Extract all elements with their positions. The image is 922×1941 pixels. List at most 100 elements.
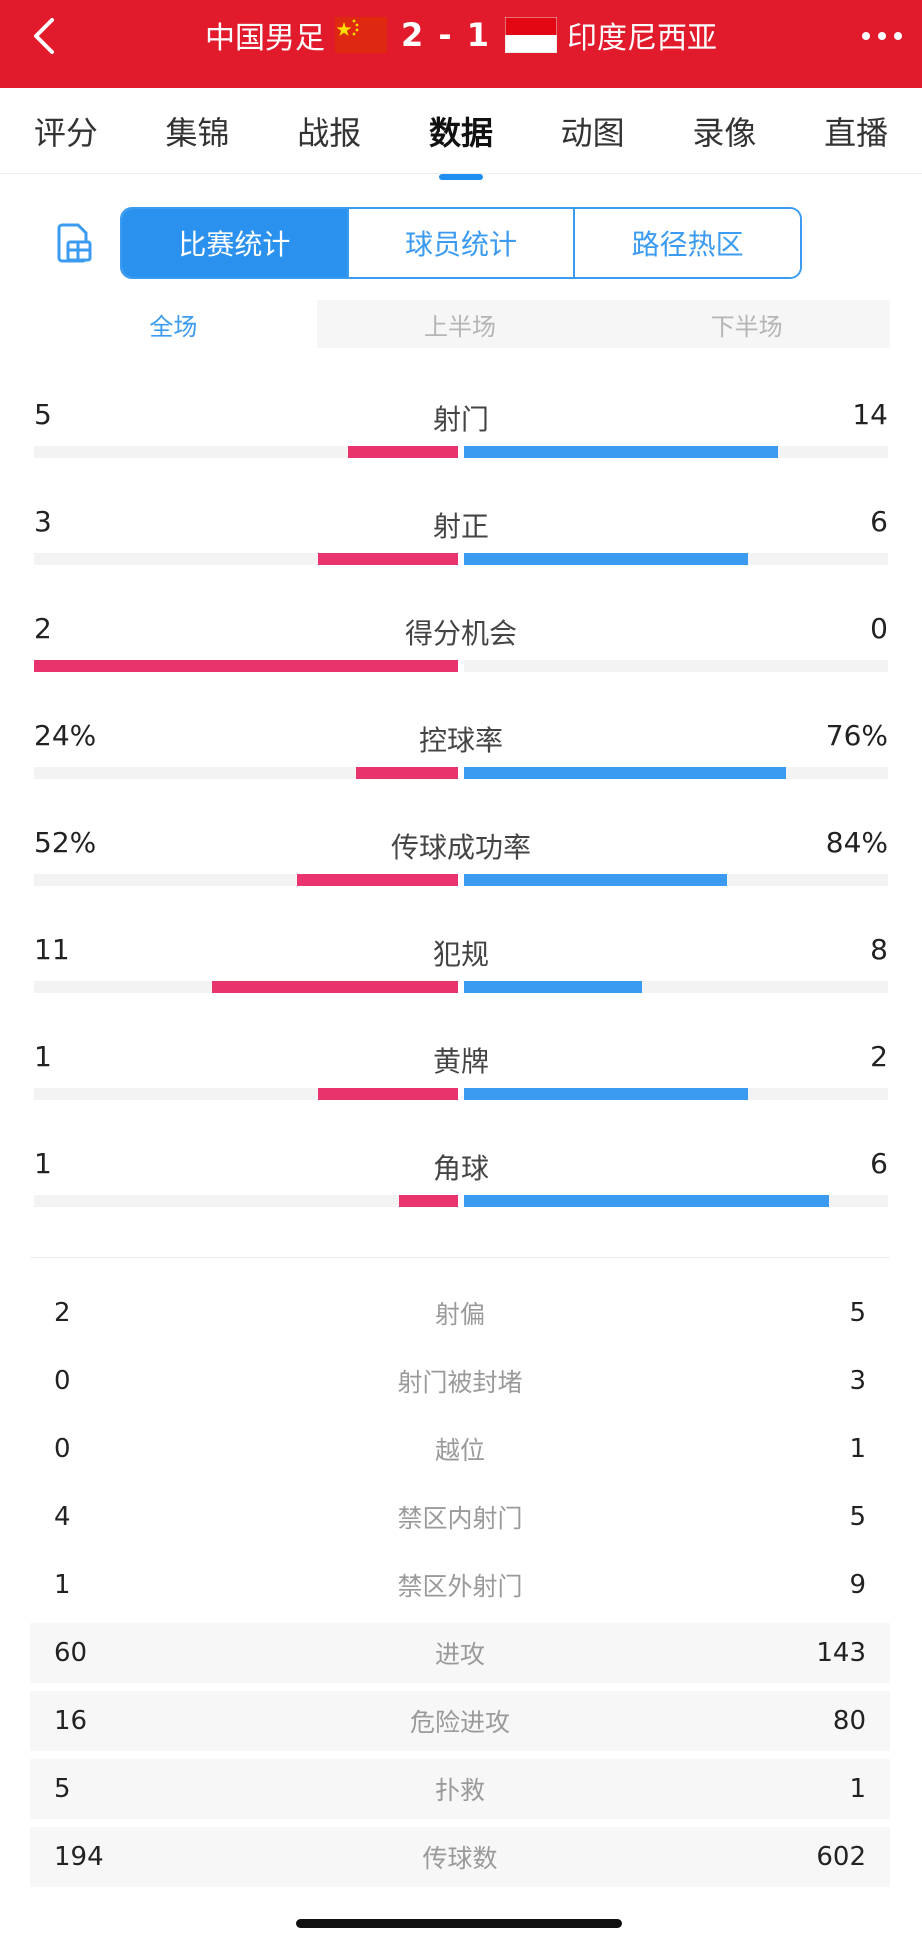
home-value: 1 bbox=[34, 1147, 52, 1180]
stat-label: 得分机会 bbox=[404, 617, 517, 650]
away-value: 6 bbox=[870, 505, 888, 538]
divider bbox=[30, 1257, 890, 1258]
home-team-name[interactable]: 中国男足 bbox=[204, 21, 325, 56]
away-value: 2 bbox=[870, 1040, 888, 1073]
tab-0[interactable]: 评分 bbox=[33, 113, 98, 152]
away-value: 3 bbox=[849, 1366, 866, 1396]
list-item: 0 射门被封堵 3 bbox=[30, 1351, 890, 1411]
stat-label: 扑救 bbox=[434, 1776, 485, 1805]
home-bar bbox=[297, 874, 458, 886]
stat-label: 射偏 bbox=[434, 1300, 485, 1329]
half-tab-2[interactable]: 下半场 bbox=[603, 300, 891, 348]
home-value: 5 bbox=[54, 1774, 71, 1804]
indonesia-flag-icon bbox=[505, 17, 558, 53]
stat-label: 射正 bbox=[432, 510, 489, 543]
away-value: 84% bbox=[825, 826, 888, 859]
home-value: 194 bbox=[54, 1842, 104, 1872]
away-value: 80 bbox=[832, 1706, 866, 1736]
away-team-name[interactable]: 印度尼西亚 bbox=[567, 21, 718, 56]
stat-row: 5 射门 14 bbox=[0, 398, 922, 484]
away-track bbox=[464, 660, 888, 672]
away-value: 14 bbox=[852, 398, 888, 431]
segment-tab-2[interactable]: 路径热区 bbox=[575, 209, 800, 277]
nav-tabs: 评分 集锦 战报 数据 动图 录像 直播 bbox=[0, 88, 922, 180]
score-line: 中国男足 2 - 1 印度尼西亚 bbox=[0, 0, 922, 70]
home-value: 24% bbox=[34, 719, 97, 752]
china-flag-icon bbox=[334, 17, 387, 53]
home-value: 16 bbox=[54, 1706, 88, 1736]
list-item: 5 扑救 1 bbox=[30, 1759, 890, 1819]
stat-label: 控球率 bbox=[418, 724, 503, 757]
tab-4[interactable]: 动图 bbox=[560, 113, 625, 152]
tab-1[interactable]: 集锦 bbox=[165, 113, 230, 152]
home-value: 1 bbox=[54, 1570, 71, 1600]
away-bar bbox=[464, 981, 642, 993]
stat-label: 禁区内射门 bbox=[397, 1504, 523, 1533]
away-value: 8 bbox=[870, 933, 888, 966]
stat-row: 2 得分机会 0 bbox=[0, 612, 922, 698]
tab-3[interactable]: 数据 bbox=[423, 108, 499, 180]
segment-tab-0[interactable]: 比赛统计 bbox=[122, 209, 349, 277]
half-tab-1[interactable]: 上半场 bbox=[316, 300, 604, 348]
list-item: 0 越位 1 bbox=[30, 1419, 890, 1479]
home-bar bbox=[356, 767, 458, 779]
away-value: 1 bbox=[849, 1434, 866, 1464]
list-item: 194 传球数 602 bbox=[30, 1827, 890, 1887]
list-item: 1 禁区外射门 9 bbox=[30, 1555, 890, 1615]
home-value: 52% bbox=[34, 826, 97, 859]
home-bar bbox=[318, 1088, 458, 1100]
stat-row: 52% 传球成功率 84% bbox=[0, 826, 922, 912]
away-value: 6 bbox=[870, 1147, 888, 1180]
stat-label: 传球数 bbox=[422, 1844, 498, 1873]
stat-row: 11 犯规 8 bbox=[0, 933, 922, 1019]
home-bar bbox=[212, 981, 458, 993]
match-header: 中国男足 2 - 1 印度尼西亚 bbox=[0, 0, 922, 88]
stat-row: 3 射正 6 bbox=[0, 505, 922, 591]
list-item: 2 射偏 5 bbox=[30, 1283, 890, 1343]
home-value: 1 bbox=[34, 1040, 52, 1073]
tab-2[interactable]: 战报 bbox=[297, 113, 362, 152]
half-tabs: 全场 上半场 下半场 bbox=[30, 300, 891, 348]
back-icon[interactable] bbox=[26, 16, 66, 56]
home-value: 5 bbox=[34, 398, 52, 431]
segment-tab-1[interactable]: 球员统计 bbox=[348, 209, 576, 277]
stat-label: 犯规 bbox=[432, 938, 489, 971]
more-icon[interactable] bbox=[860, 30, 904, 42]
away-bar bbox=[464, 446, 778, 458]
home-value: 4 bbox=[54, 1502, 71, 1532]
half-tab-0[interactable]: 全场 bbox=[30, 300, 317, 348]
away-value: 0 bbox=[870, 612, 888, 645]
home-bar bbox=[399, 1195, 458, 1207]
stat-label: 禁区外射门 bbox=[397, 1572, 523, 1601]
home-track bbox=[34, 1195, 458, 1207]
away-value: 143 bbox=[816, 1638, 866, 1668]
stat-label: 传球成功率 bbox=[390, 831, 531, 864]
home-indicator bbox=[296, 1919, 622, 1928]
home-value: 2 bbox=[54, 1298, 71, 1328]
away-value: 5 bbox=[849, 1502, 866, 1532]
home-track bbox=[34, 767, 458, 779]
home-bar bbox=[318, 553, 458, 565]
stat-row: 1 黄牌 2 bbox=[0, 1040, 922, 1126]
tab-5[interactable]: 录像 bbox=[692, 113, 757, 152]
stat-label: 角球 bbox=[432, 1152, 489, 1185]
away-value: 9 bbox=[849, 1570, 866, 1600]
away-value: 76% bbox=[825, 719, 888, 752]
home-value: 3 bbox=[34, 505, 52, 538]
home-value: 11 bbox=[34, 933, 70, 966]
stat-label: 射门被封堵 bbox=[397, 1368, 523, 1397]
document-icon[interactable] bbox=[54, 222, 94, 264]
tab-6[interactable]: 直播 bbox=[824, 113, 889, 152]
away-value: 602 bbox=[816, 1842, 866, 1872]
away-bar bbox=[464, 553, 748, 565]
list-item: 16 危险进攻 80 bbox=[30, 1691, 890, 1751]
stat-row: 1 角球 6 bbox=[0, 1147, 922, 1233]
stats-segment-control: 比赛统计 球员统计 路径热区 bbox=[120, 207, 802, 279]
home-value: 60 bbox=[54, 1638, 88, 1668]
home-value: 2 bbox=[34, 612, 52, 645]
home-bar bbox=[348, 446, 458, 458]
match-score: 2 - 1 bbox=[400, 16, 492, 54]
list-item: 4 禁区内射门 5 bbox=[30, 1487, 890, 1547]
home-value: 0 bbox=[54, 1366, 71, 1396]
list-item: 60 进攻 143 bbox=[30, 1623, 890, 1683]
